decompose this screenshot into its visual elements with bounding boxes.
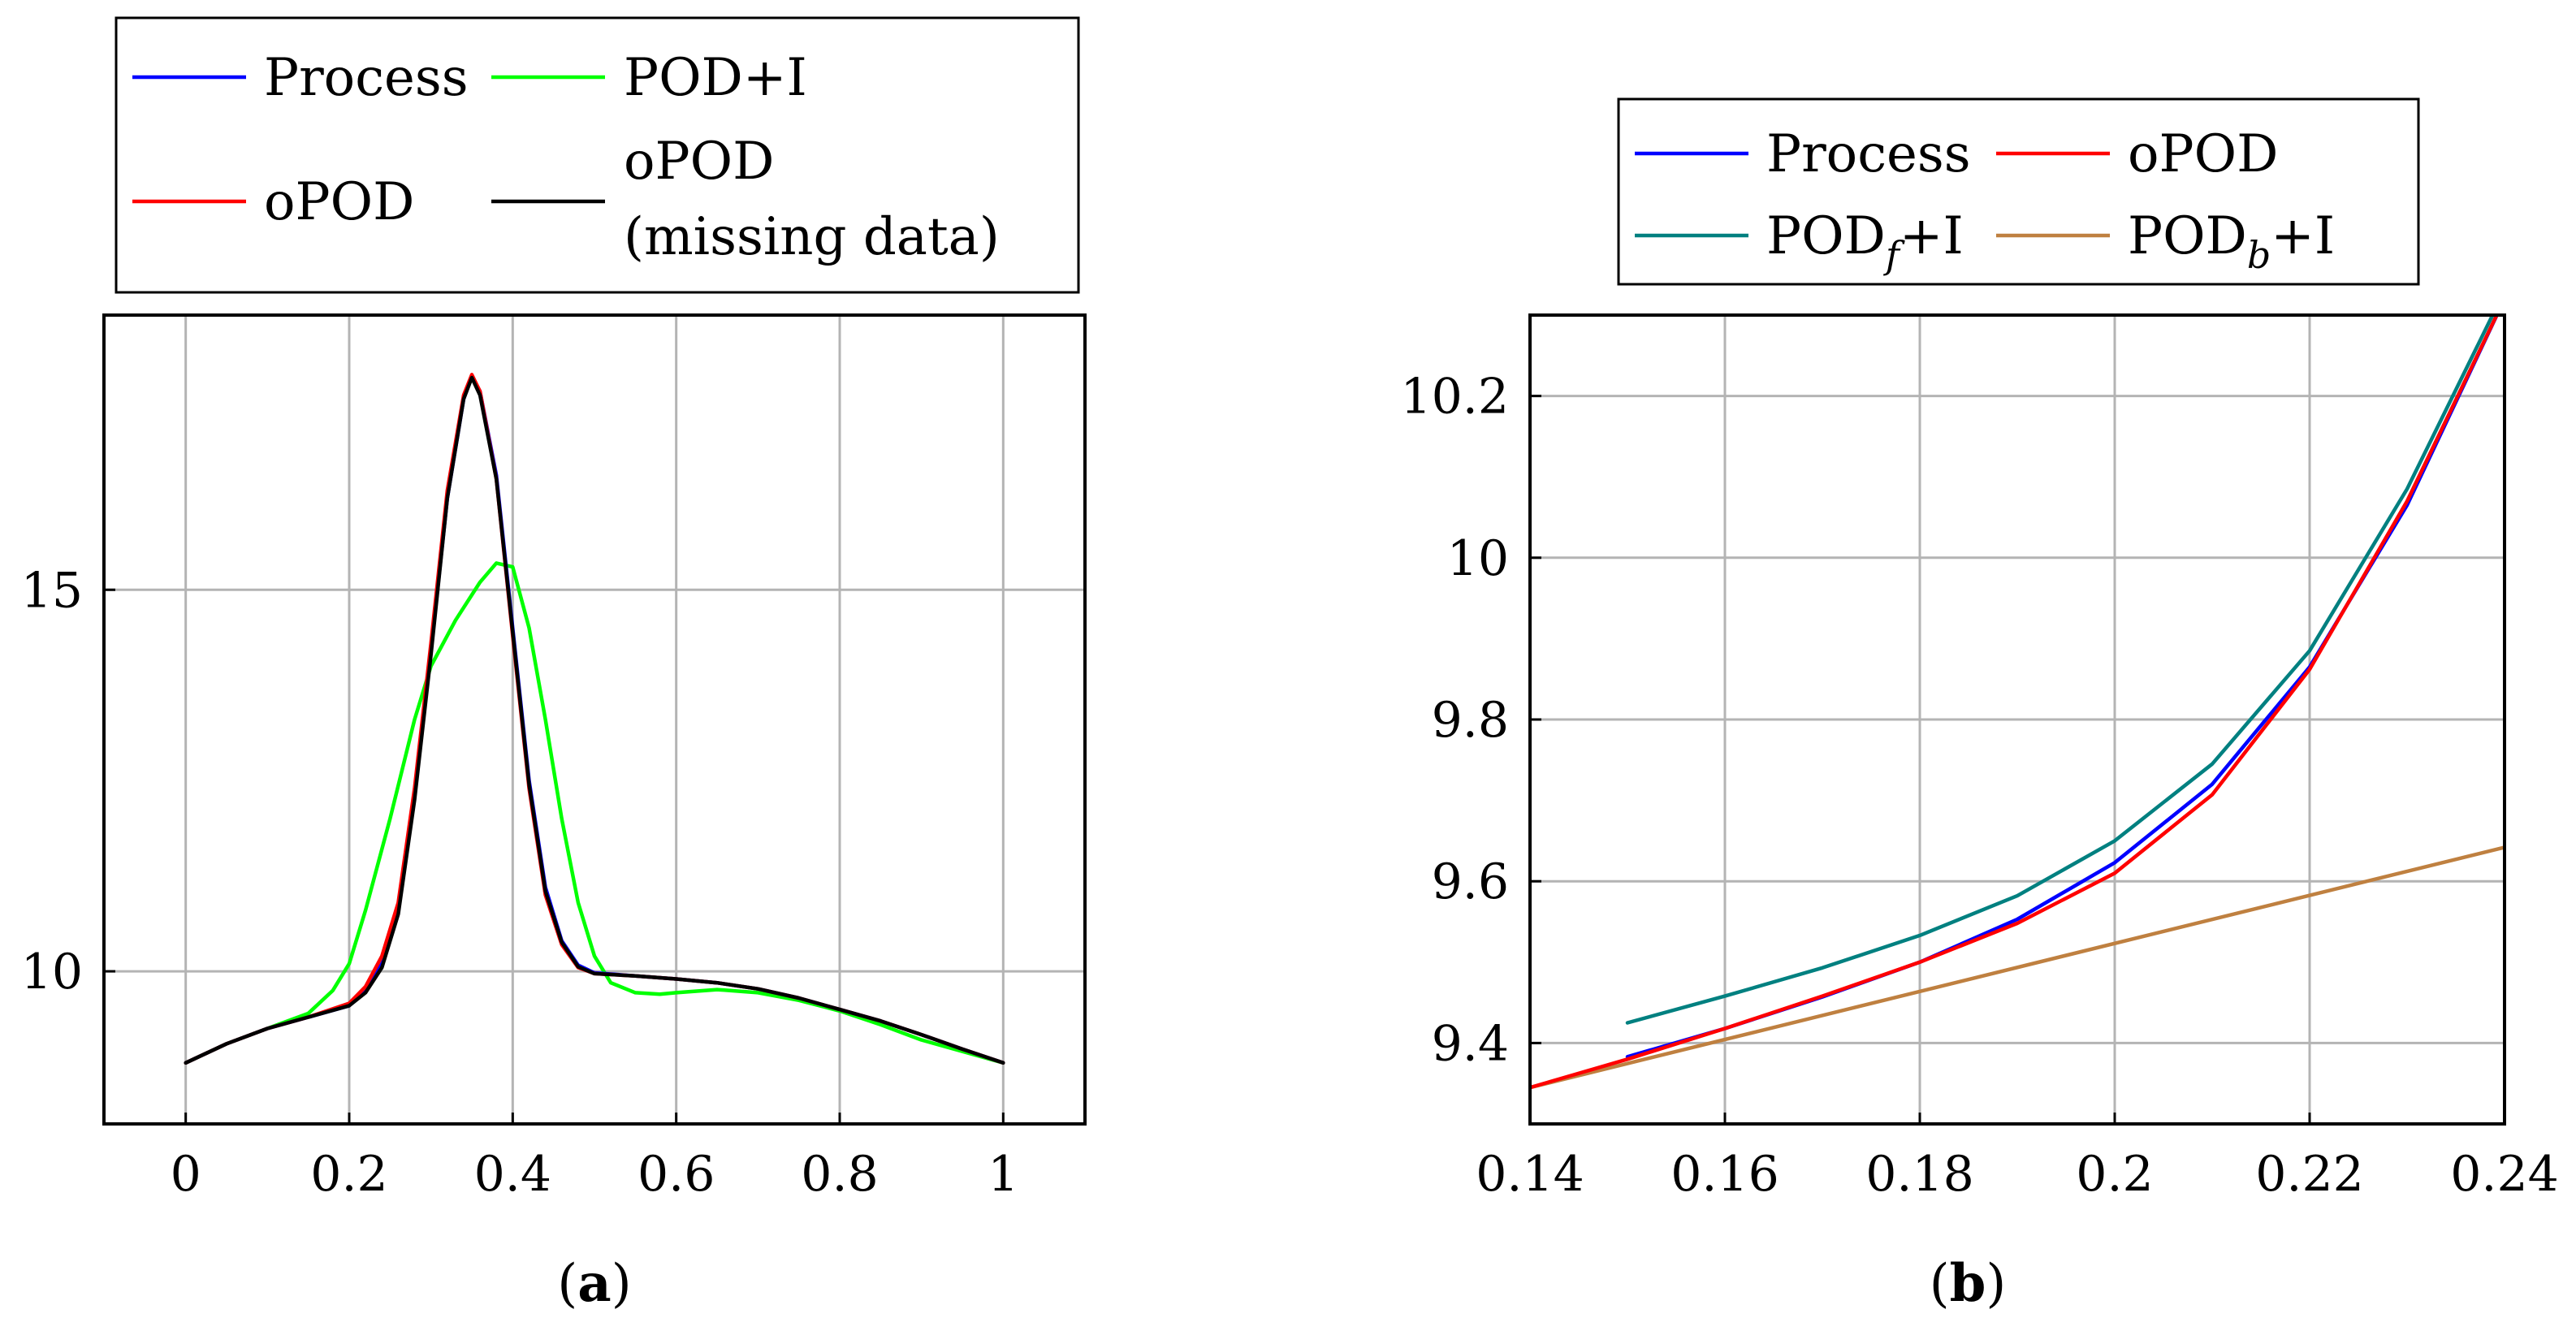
series-line-b-podf-i [1625, 315, 2495, 1025]
x-tick-label-a-3: 0.6 [638, 1146, 715, 1203]
series-line-b-podb-i [1530, 845, 2505, 1090]
legend-b-label-process: Process [1766, 124, 1971, 184]
y-tick-label-a-0: 10 [21, 944, 83, 1000]
series-line-a-process [184, 374, 1005, 1065]
chart-panel-a: 0 0.2 0.4 0.6 0.8 1 10 15 Process POD+I oPOD oP… [21, 16, 1087, 1314]
legend-a-label-process: Process [264, 48, 469, 108]
y-tick-label-b-3: 10 [1447, 530, 1509, 587]
legend-a-label-opod: oPOD [264, 172, 414, 232]
legend-a: Process POD+I oPOD oPOD (missing data) [115, 16, 1080, 294]
legend-a-label-opod-missing: oPOD [624, 132, 774, 192]
x-tick-label-a-5: 1 [988, 1146, 1018, 1203]
x-tick-label-b-5: 0.24 [2450, 1146, 2559, 1203]
chart-panel-b: 0.14 0.16 0.18 0.2 0.22 0.24 9.4 9.6 9.8 10 10.2 P… [1400, 97, 2559, 1314]
x-tick-label-a-2: 0.4 [474, 1146, 551, 1203]
y-tick-label-b-2: 9.8 [1432, 692, 1509, 749]
y-tick-label-b-0: 9.4 [1432, 1015, 1509, 1072]
caption-b: (b) [1930, 1253, 2007, 1314]
series-line-a-opod-missing-data [184, 375, 1005, 1065]
legend-a-label-podi: POD+I [624, 48, 807, 108]
x-tick-label-b-2: 0.18 [1865, 1146, 1974, 1203]
legend-b: Process oPOD PODf+I PODb+I [1617, 97, 2420, 286]
x-tick-label-a-0: 0 [171, 1146, 201, 1203]
y-tick-label-b-4: 10.2 [1400, 369, 1509, 426]
legend-b-label-podf: PODf+I [1766, 206, 1964, 277]
x-tick-label-a-4: 0.8 [801, 1146, 878, 1203]
legend-a-label-opod-missing-2: (missing data) [624, 207, 1000, 267]
caption-a: (a) [557, 1253, 631, 1314]
series-group-a [184, 373, 1005, 1065]
x-tick-label-b-4: 0.22 [2255, 1146, 2364, 1203]
grid-b [1528, 315, 2506, 1124]
legend-b-label-opod: oPOD [2128, 124, 2278, 184]
legend-b-label-podb: PODb+I [2128, 206, 2335, 277]
x-tick-label-b-1: 0.16 [1671, 1146, 1779, 1203]
legend-b-box [1617, 97, 2420, 286]
x-tick-label-b-3: 0.2 [2076, 1146, 2153, 1203]
ticks-a: 0 0.2 0.4 0.6 0.8 1 10 15 [21, 562, 1019, 1203]
series-line-a-pod-i [184, 561, 1005, 1065]
grid-a [104, 315, 1085, 1124]
plot-frame-a [102, 313, 1087, 1126]
legend-a-box [115, 16, 1080, 294]
series-line-b-opod [1530, 315, 2499, 1090]
x-tick-label-a-1: 0.2 [310, 1146, 387, 1203]
series-line-b-process [1625, 315, 2500, 1059]
ticks-b: 0.14 0.16 0.18 0.2 0.22 0.24 9.4 9.6 9.8 10 10.2 [1400, 369, 2558, 1203]
series-line-a-opod [184, 373, 1005, 1065]
y-tick-label-a-1: 15 [21, 562, 83, 619]
series-group-b [1530, 315, 2505, 1090]
y-tick-label-b-1: 9.6 [1432, 853, 1509, 910]
x-tick-label-b-0: 0.14 [1476, 1146, 1584, 1203]
